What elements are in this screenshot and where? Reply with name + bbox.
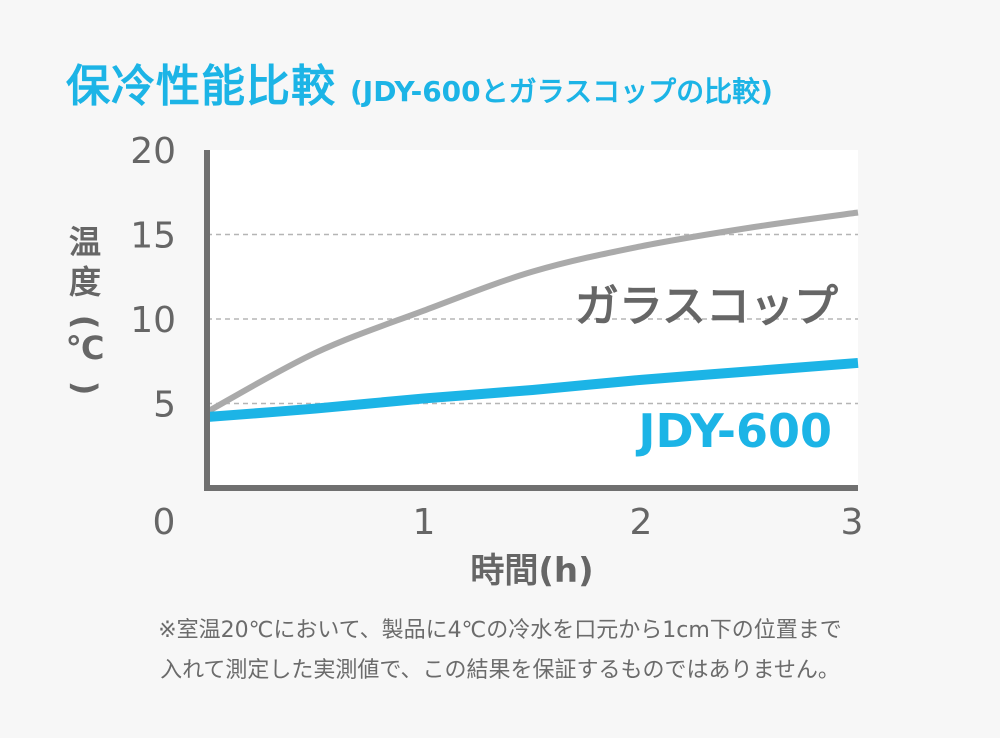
series-label-glass: ガラスコップ	[575, 281, 838, 332]
y-tick-label: 5	[153, 385, 176, 426]
chart-subtitle: (JDY-600とガラスコップの比較)	[350, 75, 773, 108]
y-tick-label: 20	[130, 131, 176, 172]
y-axis-label: 温度 (℃)	[66, 223, 105, 395]
x-tick-label: 1	[413, 502, 436, 543]
y-axis-label-char: 度	[69, 263, 101, 301]
chart-title-row: 保冷性能比較 (JDY-600とガラスコップの比較)	[66, 50, 773, 114]
series-line-jdy600	[206, 357, 859, 423]
x-tick-label: 0	[153, 502, 176, 543]
chart-title: 保冷性能比較	[66, 61, 336, 112]
x-tick-label: 3	[841, 502, 864, 543]
y-axis-label-char: 温	[69, 223, 101, 261]
x-tick-label: 2	[630, 502, 653, 543]
y-axis-label-char: )	[66, 381, 104, 396]
x-axis-label: 時間(h)	[470, 551, 593, 591]
footnote-line-1: ※室温20℃において、製品に4℃の冷水を口元から1cm下の位置まで	[158, 618, 842, 643]
series-line-glass	[205, 209, 859, 415]
footnote-line-2: 入れて測定した実測値で、この結果を保証するものではありません。	[160, 658, 840, 683]
y-tick-label: 10	[130, 300, 176, 341]
y-tick-label: 15	[130, 216, 176, 257]
series-label-jdy600: JDY-600	[635, 404, 832, 458]
y-axis-label-char: (	[66, 315, 104, 330]
y-axis-label-char: ℃	[66, 329, 105, 367]
